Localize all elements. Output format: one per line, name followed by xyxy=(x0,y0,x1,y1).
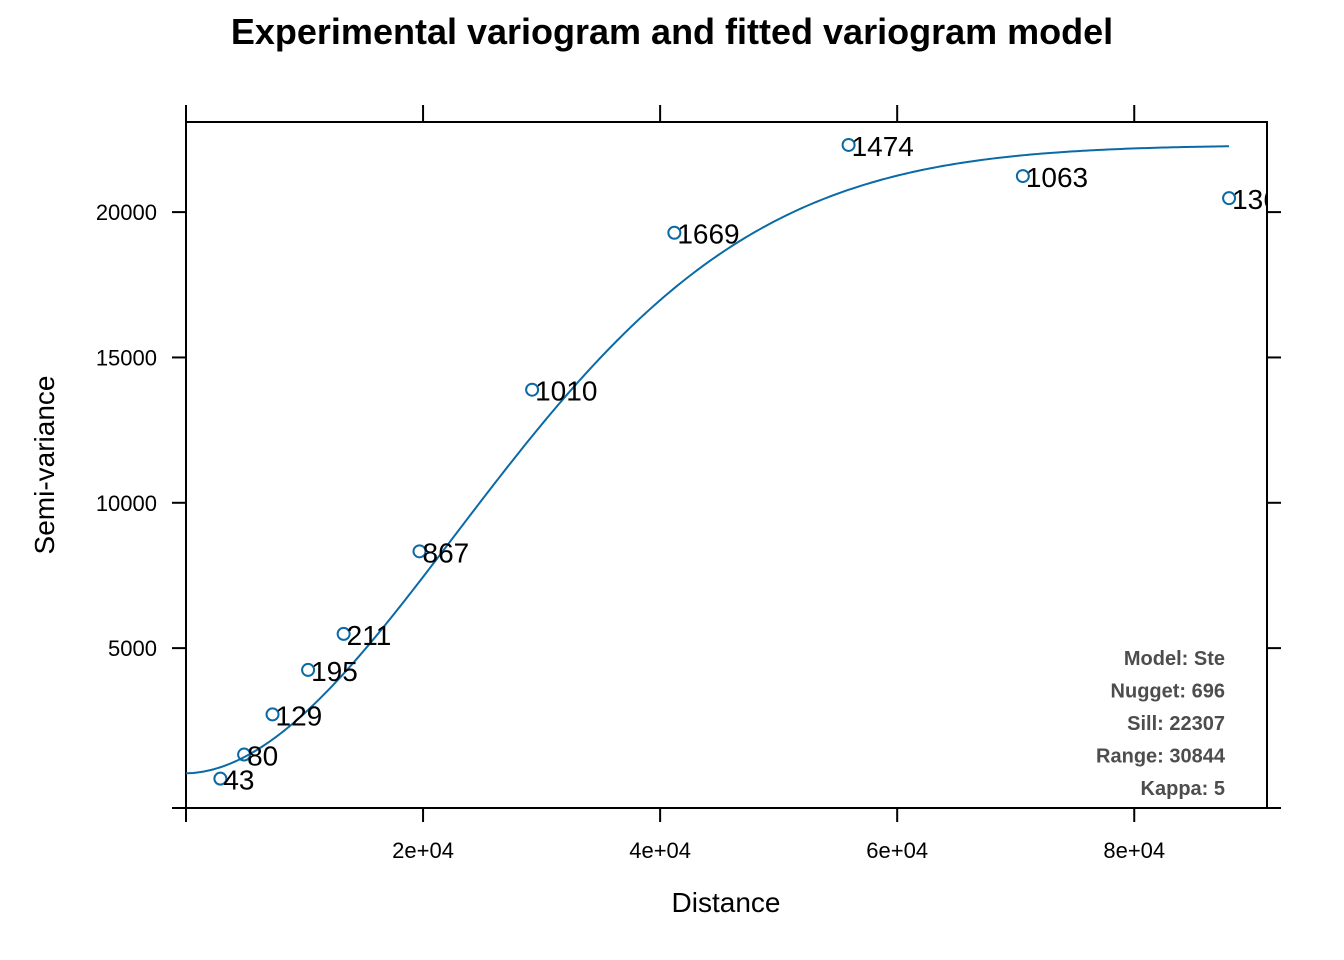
x-tick-label: 8e+04 xyxy=(1103,838,1165,863)
variogram-point xyxy=(1222,191,1237,206)
variogram-point xyxy=(213,771,228,786)
variogram-point xyxy=(265,707,280,722)
point-count-label: 1474 xyxy=(852,131,914,162)
x-axis-label: Distance xyxy=(672,887,781,918)
y-tick-label: 20000 xyxy=(96,200,157,225)
point-count-label: 43 xyxy=(223,765,254,796)
variogram-point xyxy=(1015,169,1030,184)
model-info-line: Model: Ste xyxy=(1124,648,1225,670)
point-count-label: 211 xyxy=(347,620,392,651)
model-info-line: Kappa: 5 xyxy=(1141,778,1225,800)
point-count-label: 867 xyxy=(423,537,470,568)
y-tick-label: 10000 xyxy=(96,491,157,516)
y-tick-label: 15000 xyxy=(96,345,157,370)
variogram-point xyxy=(237,747,252,762)
chart-title: Experimental variogram and fitted variog… xyxy=(231,11,1113,52)
point-count-label: 136 xyxy=(1232,184,1279,215)
point-count-label: 1063 xyxy=(1026,162,1088,193)
model-info: Model: Ste Nugget: 696 Sill: 22307 Range: 3… xyxy=(1096,648,1226,800)
x-tick-label: 4e+04 xyxy=(629,838,691,863)
variogram-point xyxy=(841,137,856,152)
fitted-model-curve xyxy=(186,145,1230,775)
point-count-label: 1010 xyxy=(535,376,597,407)
point-count-label: 1669 xyxy=(677,219,739,250)
x-tick-label: 6e+04 xyxy=(866,838,928,863)
model-curve-layer xyxy=(186,145,1230,775)
model-info-line: Nugget: 696 xyxy=(1111,681,1225,703)
axis-ticks: 2e+04 4e+04 6e+04 8e+04 5000 10000 15000 20000 xyxy=(96,105,1281,863)
point-count-label: 129 xyxy=(276,700,323,731)
point-count-label: 195 xyxy=(311,656,358,687)
y-tick-label: 5000 xyxy=(108,636,157,661)
variogram-point xyxy=(667,225,682,240)
variogram-point xyxy=(412,544,427,559)
y-axis-label: Semi-variance xyxy=(29,376,60,555)
model-info-line: Range: 30844 xyxy=(1096,746,1226,768)
model-info-line: Sill: 22307 xyxy=(1127,713,1225,735)
point-count-label: 80 xyxy=(247,741,278,772)
x-tick-label: 2e+04 xyxy=(392,838,454,863)
variogram-point xyxy=(301,662,316,677)
variogram-point xyxy=(336,626,351,641)
variogram-point xyxy=(525,382,540,397)
